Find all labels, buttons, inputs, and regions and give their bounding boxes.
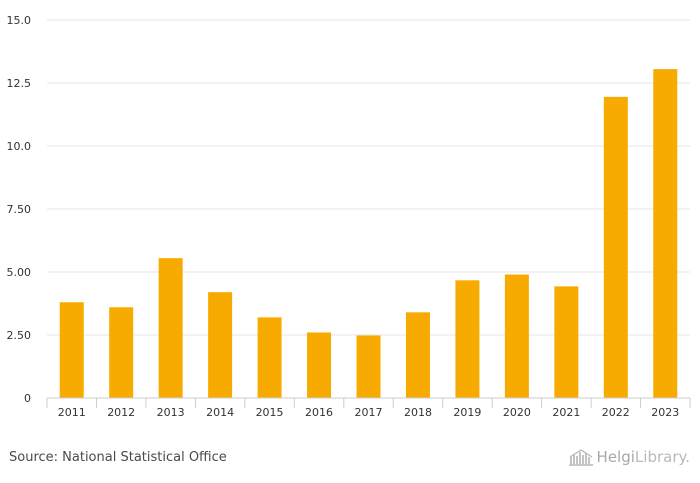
x-tick-label: 2012: [107, 406, 135, 419]
bar-2016[interactable]: [307, 332, 332, 398]
x-tick-label: 2018: [404, 406, 432, 419]
bar-2020[interactable]: [504, 274, 529, 398]
y-tick-label: 15.0: [7, 14, 32, 27]
x-tick-label: 2020: [503, 406, 531, 419]
source-note: Source: National Statistical Office: [9, 450, 227, 465]
brand-library: Library.: [634, 448, 690, 466]
bar-2023[interactable]: [653, 69, 678, 398]
bar-2022[interactable]: [603, 96, 628, 399]
x-tick-label: 2021: [552, 406, 580, 419]
bar-2017[interactable]: [356, 335, 381, 398]
x-tick-label: 2016: [305, 406, 333, 419]
brand-helgi: Helgi: [596, 448, 635, 466]
bar-2014[interactable]: [208, 292, 233, 398]
x-tick-label: 2013: [157, 406, 185, 419]
brand-text: HelgiLibrary.: [597, 448, 690, 466]
y-axis-ticks: 0 2.50 5.00 7.50 10.0 12.5 15.0: [7, 14, 32, 405]
x-tick-label: 2023: [651, 406, 679, 419]
bar-2011[interactable]: [59, 302, 84, 398]
x-axis-ticks: 2011 2012 2013 2014 2015 2016 2017 2018 2019 2020…: [46, 398, 691, 419]
footer: Source: National Statistical Office Helg…: [0, 440, 700, 480]
bar-2012[interactable]: [109, 307, 134, 398]
bars: [59, 69, 678, 399]
bar-2013[interactable]: [158, 258, 183, 398]
x-tick-label: 2011: [58, 406, 86, 419]
y-tick-label: 7.50: [7, 203, 32, 216]
x-tick-label: 2019: [453, 406, 481, 419]
x-tick-label: 2022: [602, 406, 630, 419]
bar-2019[interactable]: [455, 280, 480, 398]
x-tick-label: 2015: [256, 406, 284, 419]
y-tick-label: 0: [24, 392, 31, 405]
x-tick-label: 2017: [355, 406, 383, 419]
gridlines: [47, 19, 690, 336]
y-tick-label: 5.00: [7, 266, 32, 279]
bar-2021[interactable]: [554, 286, 579, 398]
y-tick-label: 10.0: [7, 140, 32, 153]
bar-2015[interactable]: [257, 317, 282, 398]
x-tick-label: 2014: [206, 406, 234, 419]
helgilibrary-logo[interactable]: HelgiLibrary.: [568, 448, 690, 466]
bar-2018[interactable]: [405, 312, 430, 398]
y-tick-label: 12.5: [7, 77, 32, 90]
y-tick-label: 2.50: [7, 329, 32, 342]
library-columns-icon: [568, 448, 594, 466]
